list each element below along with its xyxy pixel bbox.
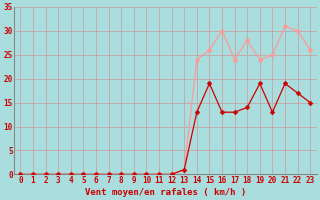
X-axis label: Vent moyen/en rafales ( km/h ): Vent moyen/en rafales ( km/h )	[85, 188, 246, 197]
